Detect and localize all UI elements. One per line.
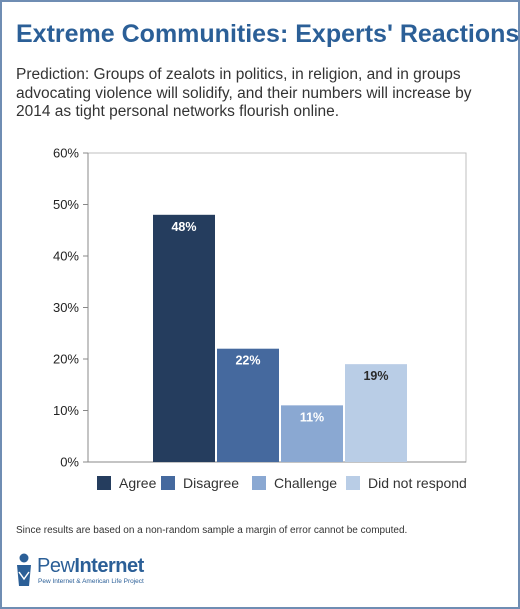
y-tick-label: 60% (53, 146, 79, 161)
legend-label: Agree (119, 475, 157, 491)
bar-3 (345, 364, 407, 462)
bar-0 (153, 214, 215, 462)
legend-swatch (252, 476, 266, 490)
footnote: Since results are based on a non-random … (16, 525, 408, 536)
bar-value-label: 22% (235, 354, 260, 368)
pew-person-icon (17, 553, 31, 586)
y-tick-label: 40% (53, 249, 79, 264)
legend-label: Challenge (274, 475, 337, 491)
logo-word-internet: Internet (74, 555, 144, 577)
y-tick-label: 10% (53, 403, 79, 418)
bar-value-label: 11% (300, 410, 324, 424)
bar-2 (281, 405, 343, 462)
logo-word-pew: Pew (37, 555, 75, 577)
legend-swatch (97, 476, 111, 490)
bar-chart: 0% 10% 20% 30% 40% 50% 60% 48% 22% 11% 19% Agree Dis… (53, 146, 467, 492)
bar-1 (217, 348, 279, 462)
legend-label: Did not respond (368, 475, 467, 491)
logo-wordmark: PewInternet (37, 555, 144, 578)
chart-title: Extreme Communities: Experts' Reactions (16, 20, 520, 48)
chart-subtitle: Prediction: Groups of zealots in politic… (16, 66, 472, 120)
y-tick-label: 30% (53, 300, 79, 315)
bar-value-label: 48% (171, 220, 196, 234)
y-tick-label: 50% (53, 197, 79, 212)
y-tick-label: 0% (60, 455, 79, 470)
legend-swatch (346, 476, 360, 490)
legend-label: Disagree (183, 475, 239, 491)
legend-swatch (161, 476, 175, 490)
pew-internet-logo: PewInternet Pew Internet & American Life… (13, 552, 163, 592)
logo-tagline: Pew Internet & American Life Project (38, 578, 144, 585)
y-tick-label: 20% (53, 352, 79, 367)
bar-value-label: 19% (363, 369, 388, 383)
